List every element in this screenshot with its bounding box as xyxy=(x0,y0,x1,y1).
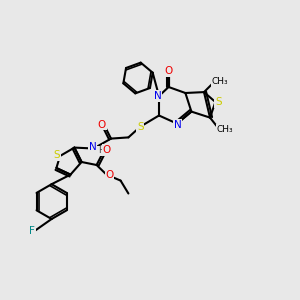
Text: CH₃: CH₃ xyxy=(216,124,233,134)
Text: N: N xyxy=(174,119,182,130)
Text: S: S xyxy=(215,97,222,107)
Text: F: F xyxy=(29,226,35,236)
Text: H: H xyxy=(98,146,104,155)
Text: O: O xyxy=(164,66,173,76)
Text: O: O xyxy=(102,145,111,155)
Text: N: N xyxy=(89,142,97,152)
Text: N: N xyxy=(154,91,161,101)
Text: S: S xyxy=(137,122,144,132)
Text: O: O xyxy=(105,169,114,180)
Text: CH₃: CH₃ xyxy=(212,77,228,86)
Text: O: O xyxy=(98,119,106,130)
Text: S: S xyxy=(54,150,60,160)
